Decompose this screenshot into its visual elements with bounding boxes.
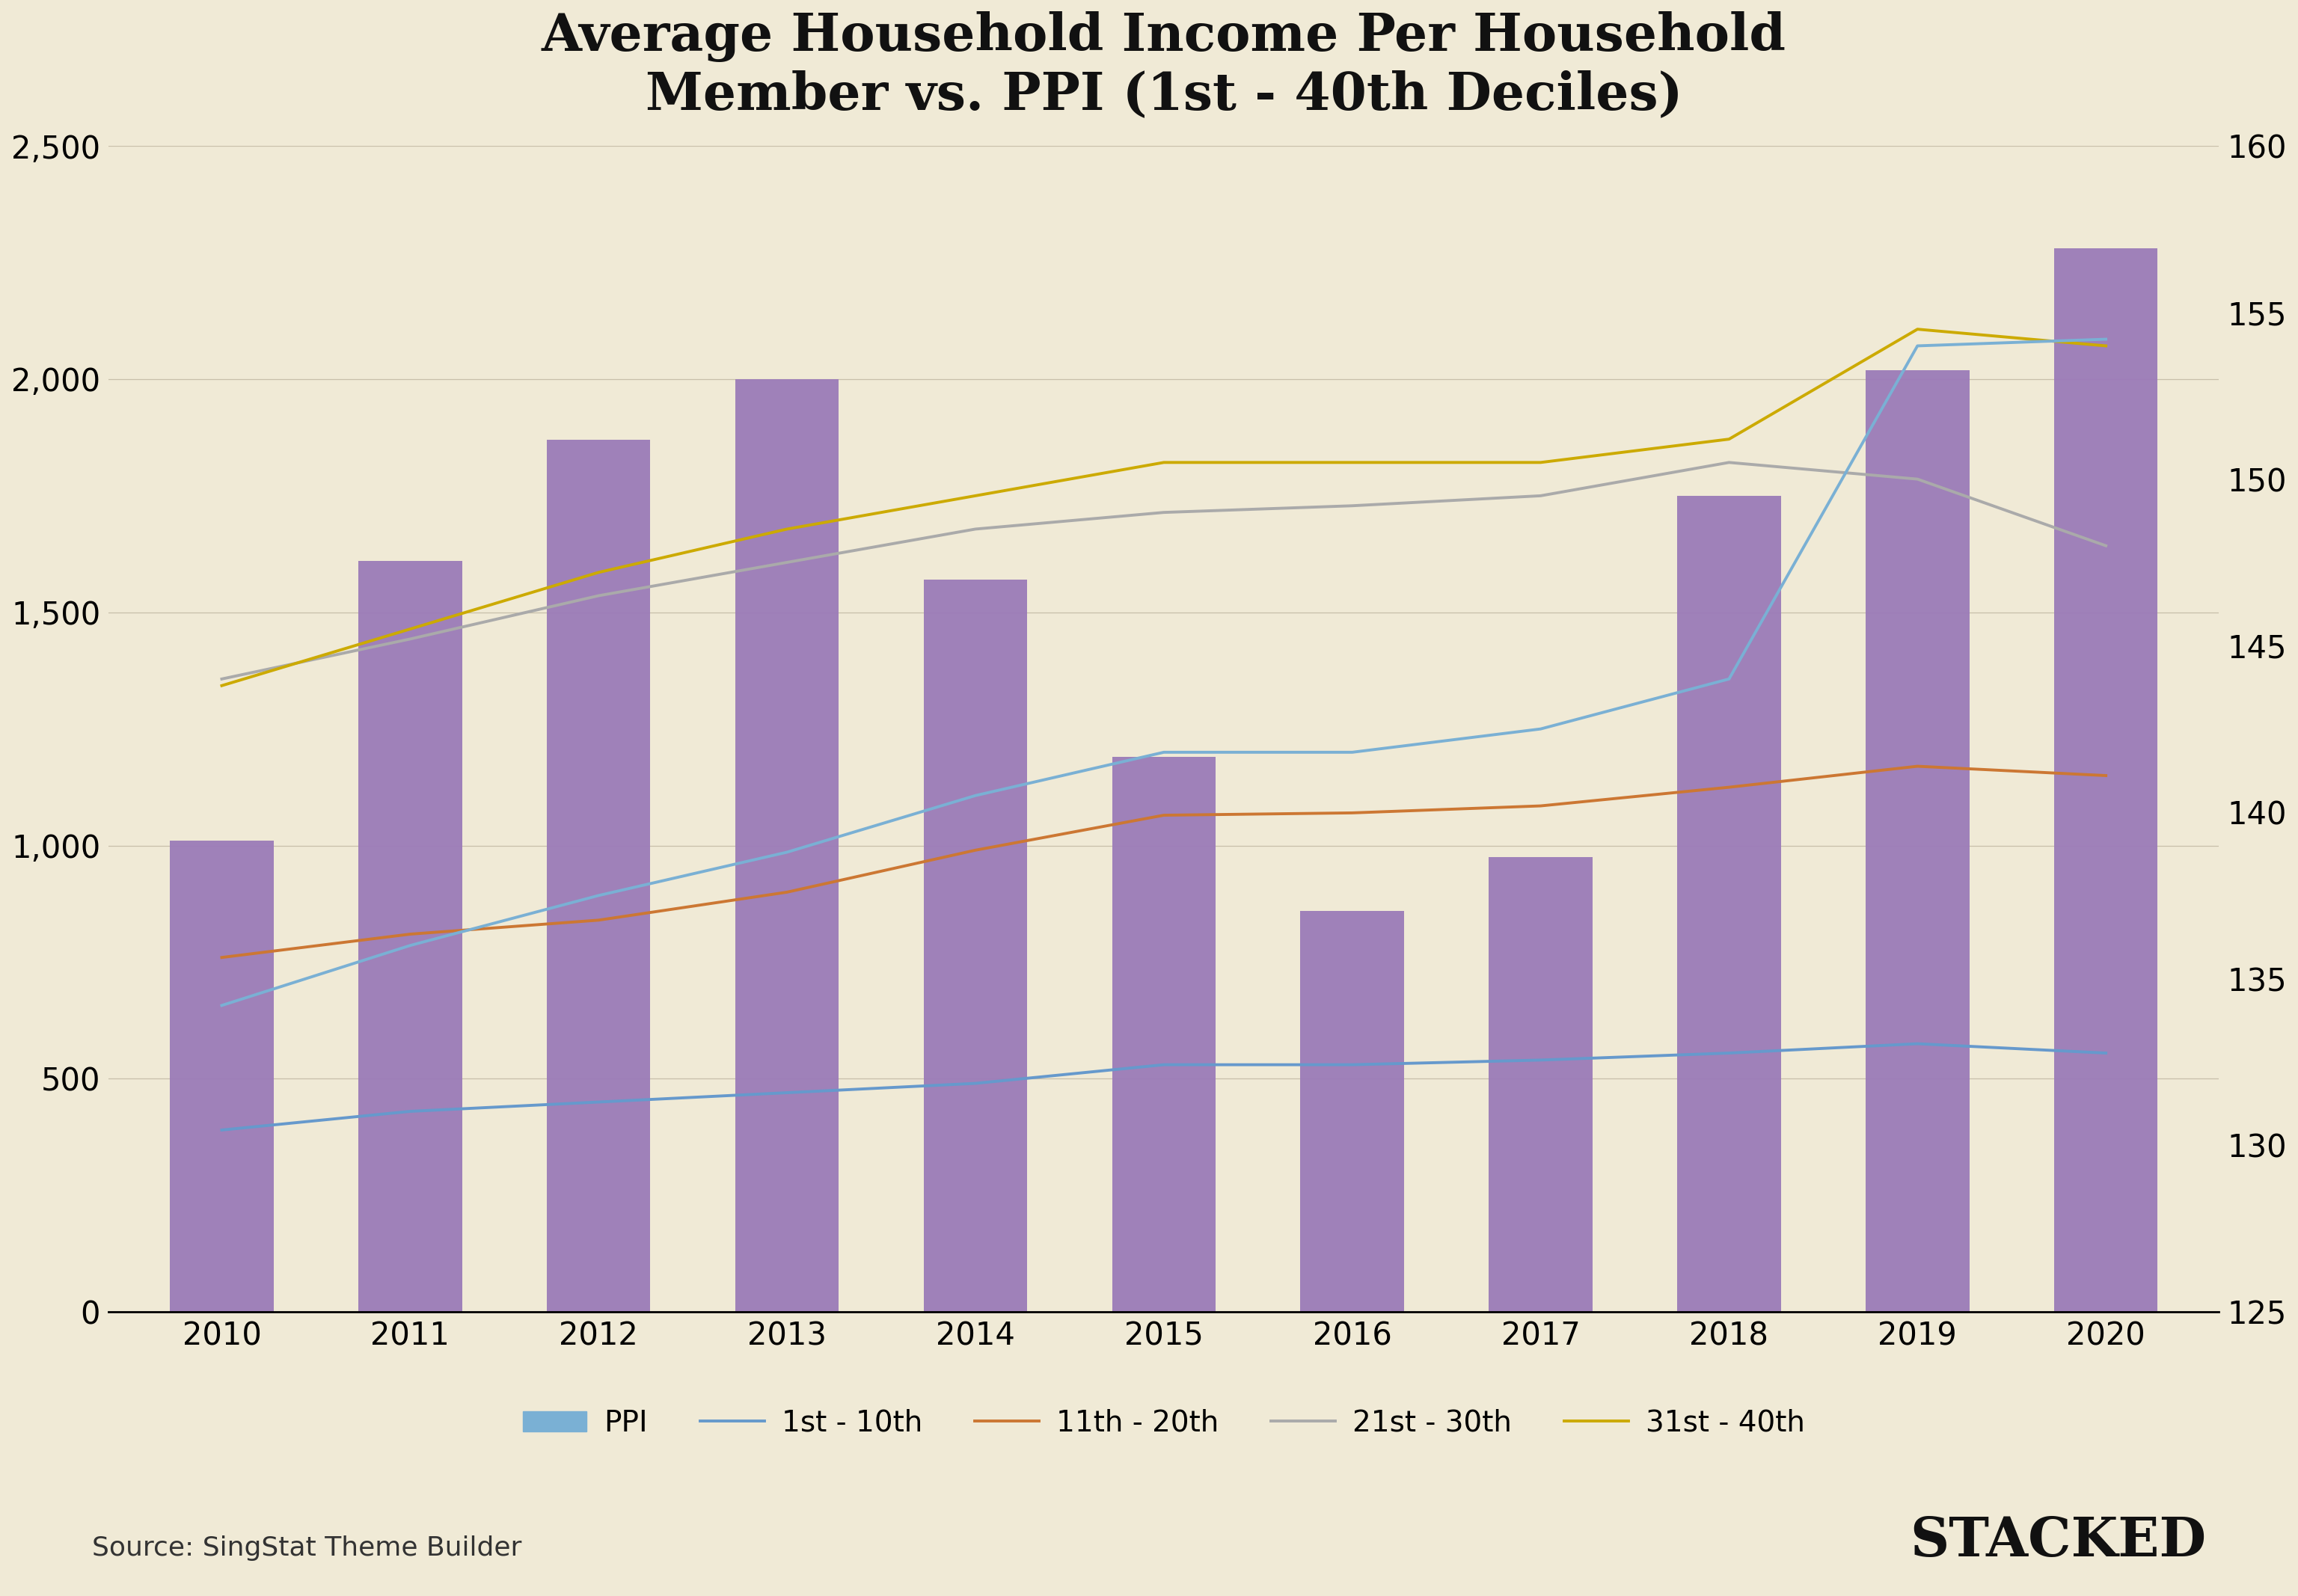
Bar — [924, 579, 1027, 1312]
Bar — [735, 380, 839, 1312]
Legend: PPI, 1st - 10th, 11th - 20th, 21st - 30th, 31st - 40th: PPI, 1st - 10th, 11th - 20th, 21st - 30t… — [510, 1396, 1818, 1449]
Bar — [1866, 370, 1969, 1312]
Text: Source: SingStat Theme Builder: Source: SingStat Theme Builder — [92, 1535, 522, 1561]
Text: STACKED: STACKED — [1910, 1515, 2206, 1567]
Title: Average Household Income Per Household
Member vs. PPI (1st - 40th Deciles): Average Household Income Per Household M… — [542, 11, 1786, 120]
Bar — [547, 440, 650, 1312]
Bar — [358, 562, 462, 1312]
Bar — [170, 841, 273, 1312]
Bar — [1112, 757, 1216, 1312]
Bar — [2054, 249, 2158, 1312]
Bar — [1678, 496, 1781, 1312]
Bar — [1489, 857, 1593, 1312]
Bar — [1301, 911, 1404, 1312]
